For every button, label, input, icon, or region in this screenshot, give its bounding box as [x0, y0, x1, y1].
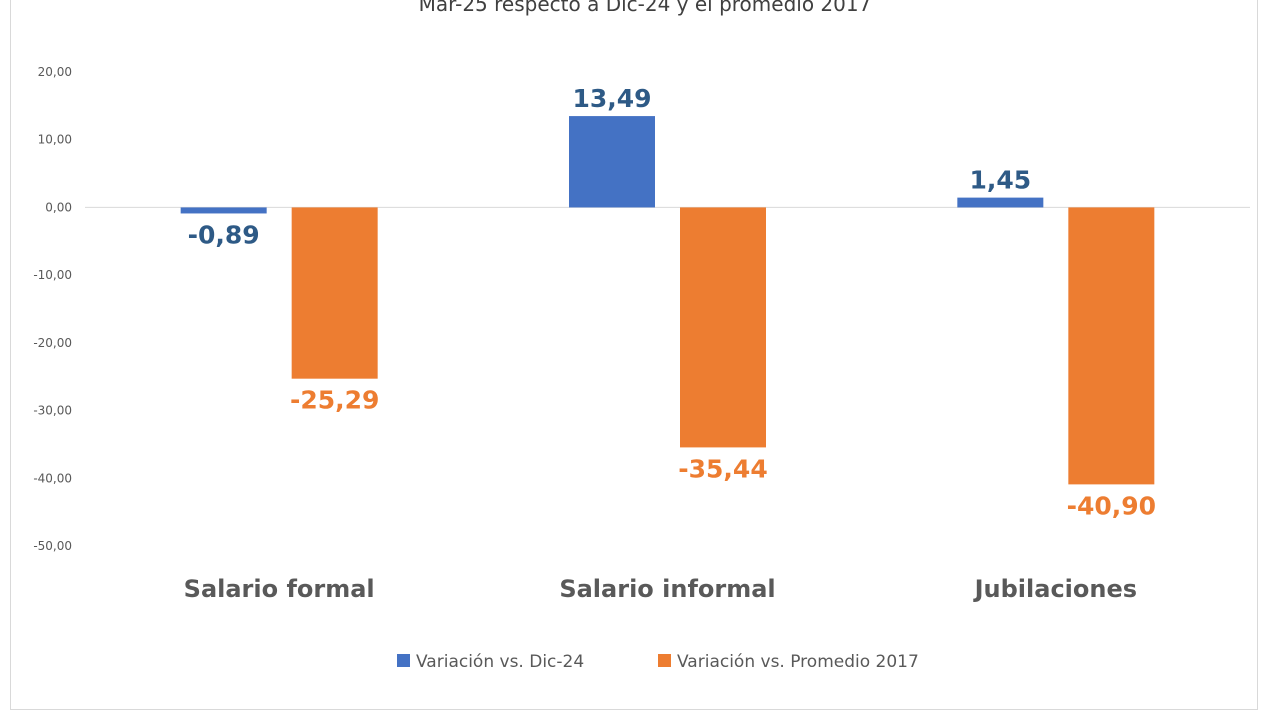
legend: Variación vs. Dic-24 Variación vs. Promed… [397, 652, 919, 672]
bar-promedio2017 [680, 207, 766, 448]
y-tick-label: -10,00 [33, 268, 72, 282]
bar-dic24 [957, 197, 1044, 208]
bar-promedio2017 [1068, 207, 1155, 485]
legend-swatch [397, 654, 410, 667]
data-label: -25,29 [290, 386, 379, 415]
category-label: Jubilaciones [973, 575, 1137, 603]
bars-group: -0,89 -25,29 13,49 -35,44 1,45 -40,90 [180, 84, 1156, 520]
y-tick-label: 10,00 [38, 133, 72, 147]
category-labels: Salario formal Salario informal Jubilacion… [184, 575, 1137, 603]
y-tick-label: -20,00 [33, 336, 72, 350]
category-label: Salario informal [559, 575, 775, 603]
chart-title: Mar-25 respecto a Dic-24 y el promedio 2… [419, 0, 872, 16]
data-label: 1,45 [969, 166, 1031, 195]
y-tick-label: 0,00 [45, 200, 72, 214]
bar-promedio2017 [291, 207, 378, 379]
legend-label: Variación vs. Dic-24 [416, 652, 584, 672]
y-axis: 20,00 10,00 0,00 -10,00 -20,00 -30,00 -40,00 -5… [33, 65, 72, 553]
legend-label: Variación vs. Promedio 2017 [677, 652, 919, 672]
data-label: -40,90 [1067, 491, 1156, 520]
category-label: Salario formal [184, 575, 375, 603]
bar-dic24 [180, 207, 267, 214]
y-tick-label: -30,00 [33, 404, 72, 418]
bar-dic24 [569, 116, 655, 208]
legend-swatch [658, 654, 671, 667]
data-label: -0,89 [188, 220, 260, 249]
data-label: -35,44 [678, 454, 767, 483]
y-tick-label: -40,00 [33, 471, 72, 485]
y-tick-label: 20,00 [38, 65, 72, 79]
data-label: 13,49 [572, 84, 651, 113]
y-tick-label: -50,00 [33, 539, 72, 553]
